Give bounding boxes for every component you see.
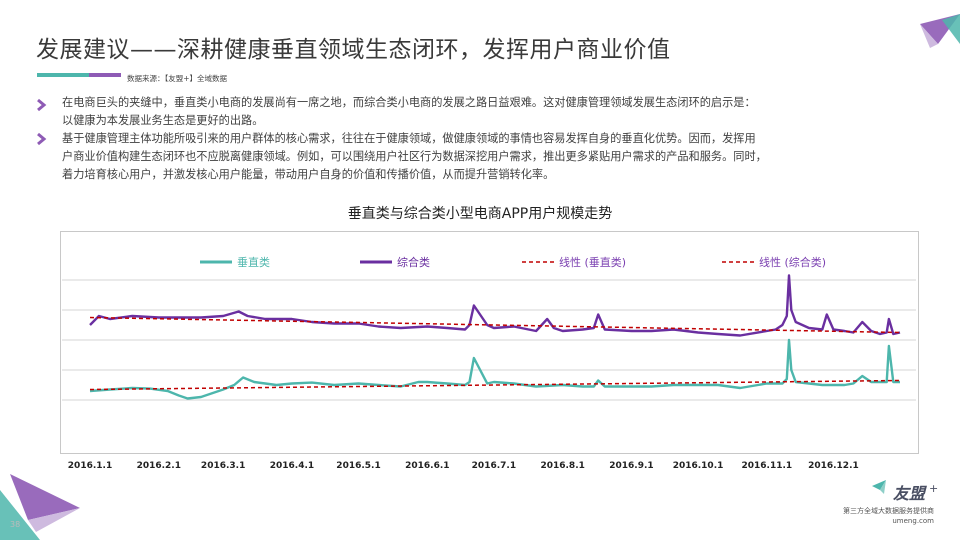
chart-title: 垂直类与综合类小型电商APP用户规模走势 [347,206,613,222]
page-title: 发展建议——深耕健康垂直领域生态闭环，发挥用户商业价值 [36,37,671,63]
chart-frame [60,231,919,454]
bullet-2-line-1: 基于健康管理主体功能所吸引来的用户群体的核心需求，往往在于健康领域，做健康领域的… [62,132,756,145]
corner-decoration-bottom-left [0,474,80,540]
x-tick-label: 2016.2.1 [136,461,181,471]
x-tick-label: 2016.8.1 [540,461,585,471]
bullet-2-line-3: 着力培育核心用户，并激发核心用户能量，带动用户自身的价值和传播价值，从而提升营销… [62,168,555,181]
umeng-logo-icon [872,480,886,494]
x-tick-label: 2016.12.1 [808,461,859,471]
x-tick-label: 2016.5.1 [336,461,381,471]
corner-decoration-top-right [920,14,960,48]
title-underline-purple [89,73,121,77]
x-tick-label: 2016.6.1 [405,461,450,471]
chevron-bullet-icon [37,98,47,112]
page-number: 38 [10,520,21,529]
data-source-note: 数据来源：【友盟+】全域数据 [127,74,228,83]
x-tick-label: 2016.10.1 [672,461,724,471]
bullet-paragraph-2: 基于健康管理主体功能所吸引来的用户群体的核心需求，往往在于健康领域，做健康领域的… [62,130,902,184]
brand-tagline: 第三方全域大数据服务提供商 [843,507,934,515]
x-tick-label: 2016.3.1 [200,461,246,471]
chevron-bullet-icon [37,132,47,146]
title-underline-teal [37,73,89,77]
bullet-paragraph-1: 在电商巨头的夹缝中，垂直类小电商的发展尚有一席之地，而综合类小电商的发展之路日益… [62,94,902,130]
x-tick-label: 2016.4.1 [269,461,315,471]
x-tick-label: 2016.11.1 [741,461,793,471]
brand-logo-plus: + [929,482,939,495]
x-tick-label: 2016.9.1 [609,461,654,471]
brand-logo-text: 友盟 [893,484,926,503]
bullet-2-line-2: 户商业价值构建生态闭环也不应脱离健康领域。例如，可以围绕用户社区行为数据深挖用户… [62,150,767,163]
bullet-1-line-2: 以健康为本发展业务生态是更好的出路。 [62,114,264,127]
x-tick-label: 2016.1.1 [67,461,113,471]
bullet-1-line-1: 在电商巨头的夹缝中，垂直类小电商的发展尚有一席之地，而综合类小电商的发展之路日益… [62,96,756,109]
brand-website: umeng.com [892,517,934,525]
x-tick-label: 2016.7.1 [471,461,517,471]
